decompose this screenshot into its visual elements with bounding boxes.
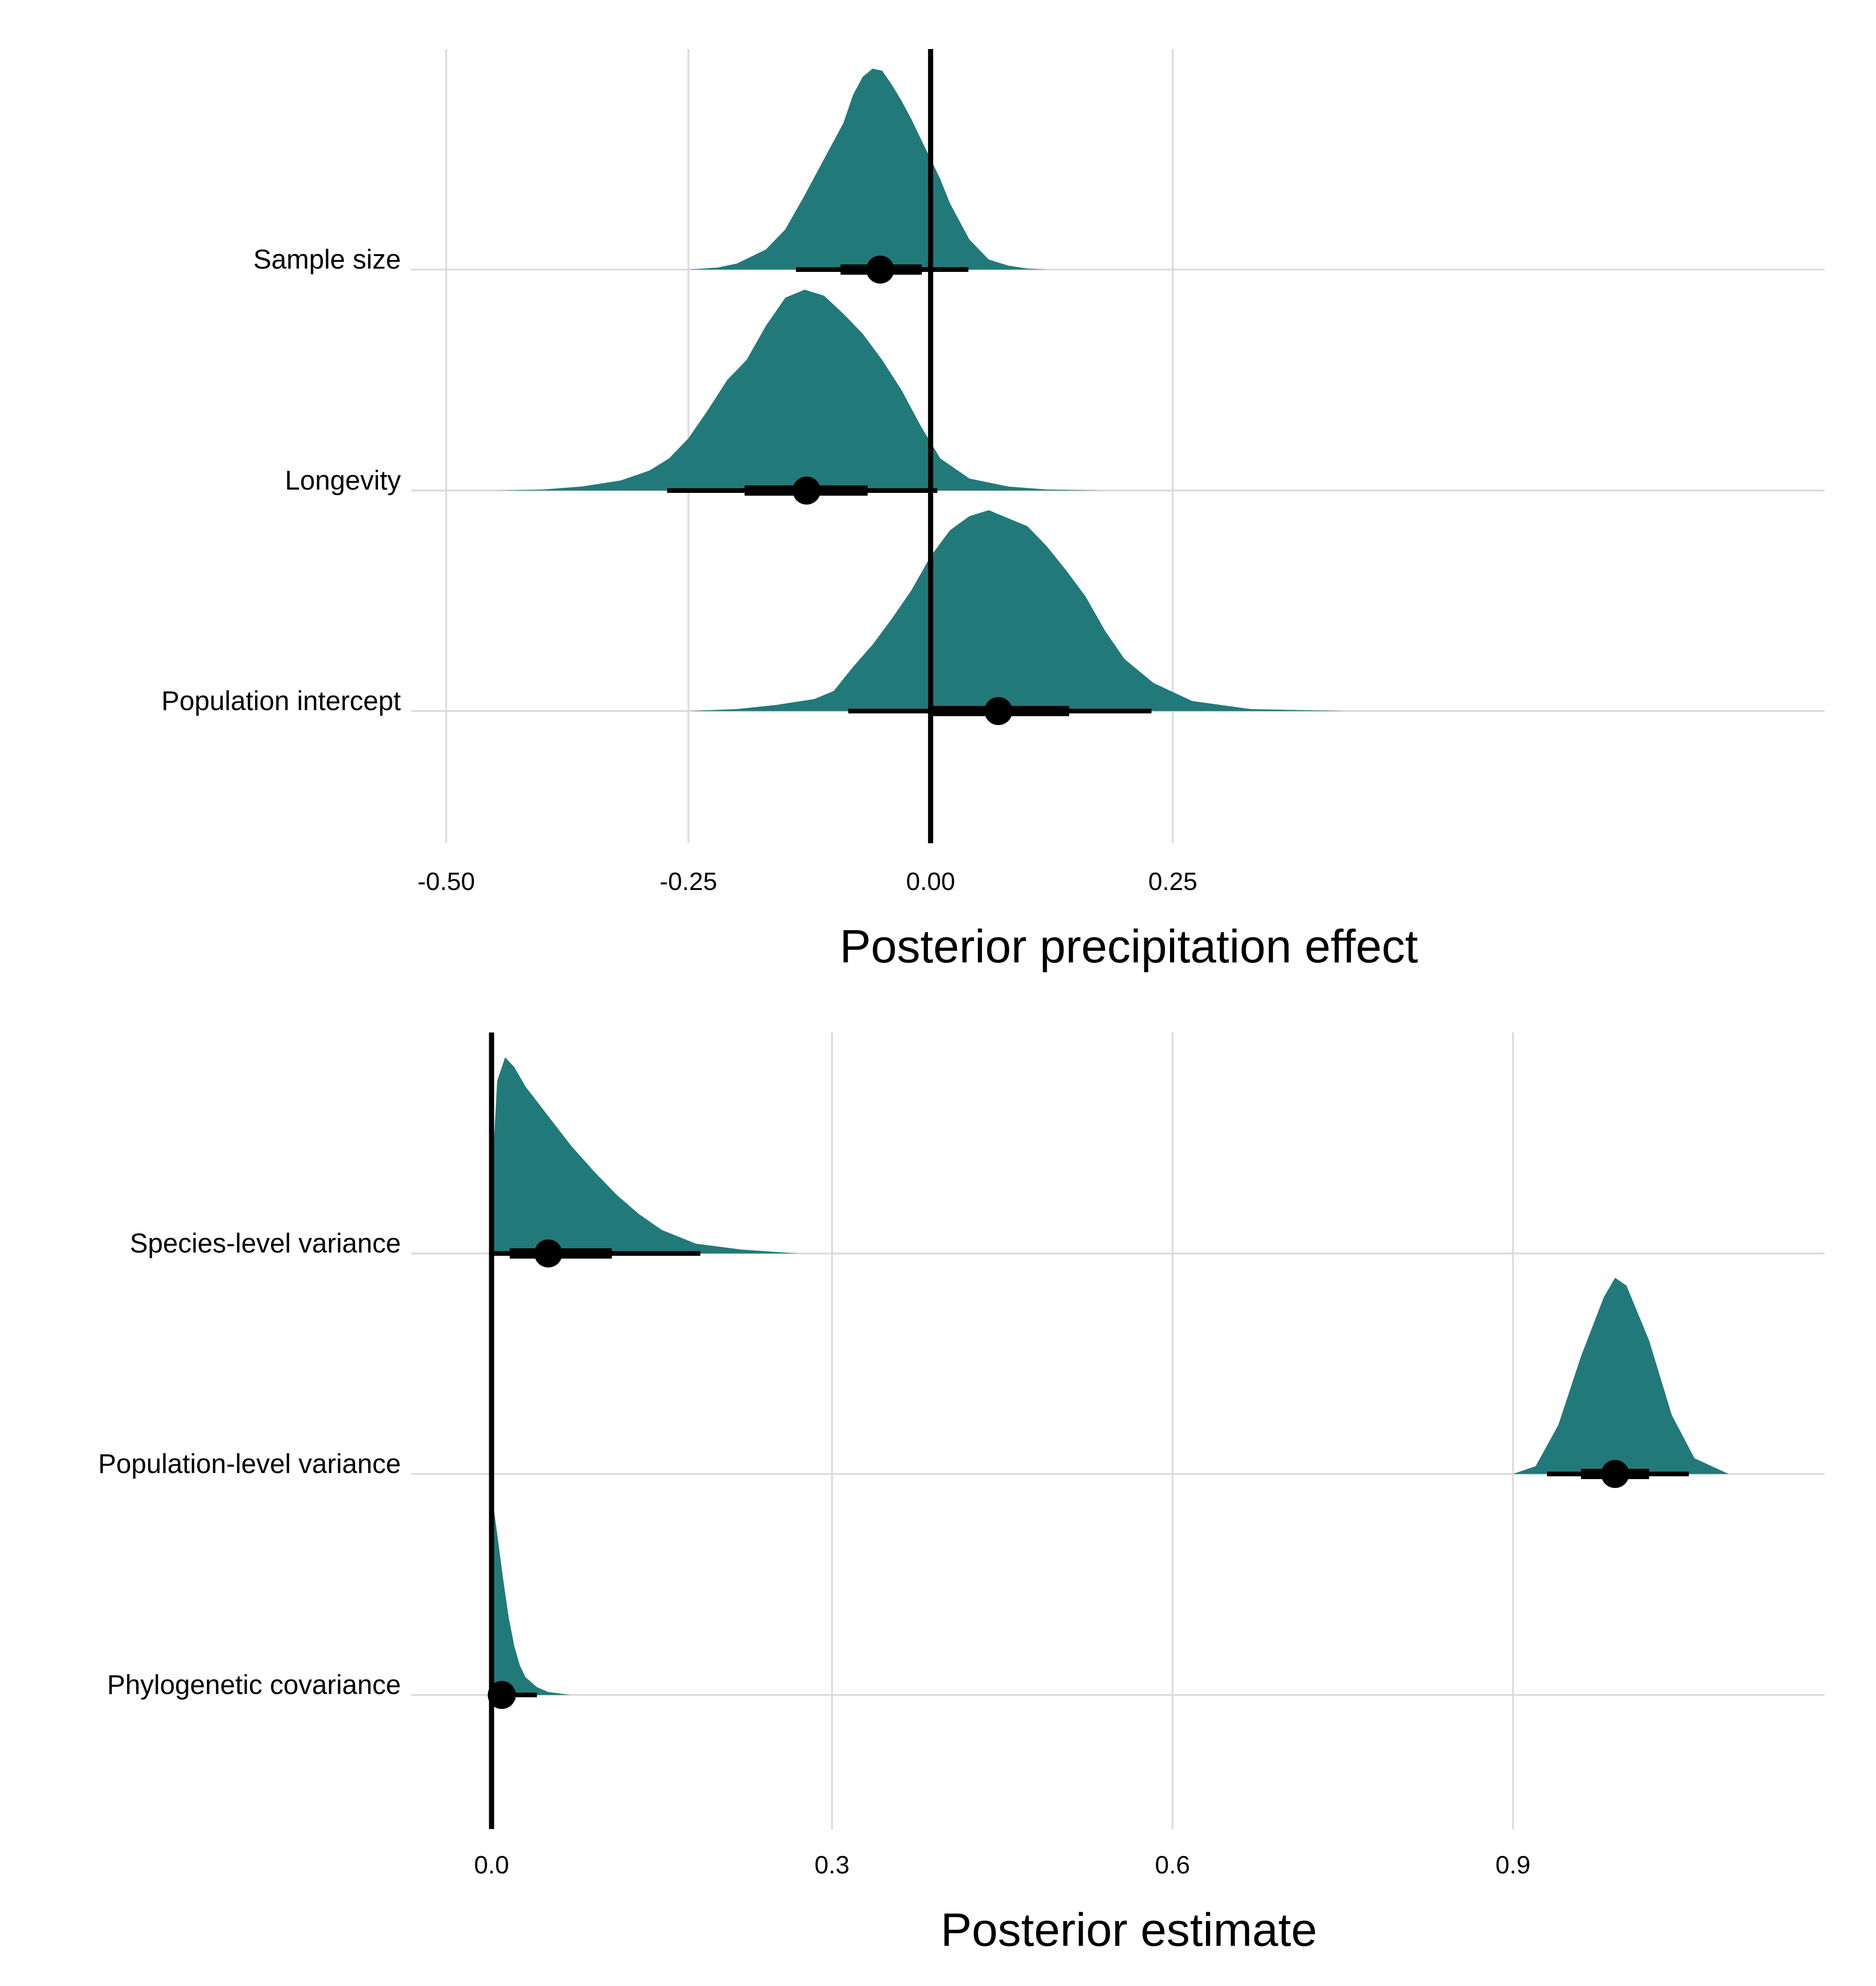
x-tick-label: 0.6 bbox=[1155, 1851, 1190, 1879]
median-point bbox=[487, 1681, 516, 1709]
density-population-level-variance bbox=[1513, 1278, 1729, 1474]
median-point bbox=[534, 1239, 563, 1267]
x-tick-label: -0.25 bbox=[660, 868, 717, 896]
median-point bbox=[792, 477, 821, 505]
density-species-level-variance bbox=[492, 1057, 798, 1253]
category-label: Population intercept bbox=[161, 686, 401, 716]
density-sample-size bbox=[688, 69, 1047, 270]
category-label: Phylogenetic covariance bbox=[107, 1670, 401, 1700]
x-tick-label: 0.3 bbox=[814, 1851, 849, 1879]
category-label: Population-level variance bbox=[98, 1449, 401, 1479]
panel-precipitation-effect: -0.50 -0.25 0.00 0.25 Sample size Longevity Po… bbox=[161, 49, 1825, 896]
median-point bbox=[984, 697, 1013, 725]
x-tick-label: -0.50 bbox=[417, 868, 475, 896]
x-tick-label: 0.25 bbox=[1148, 868, 1197, 896]
x-tick-label: 0.9 bbox=[1495, 1851, 1530, 1879]
category-label: Sample size bbox=[253, 244, 401, 275]
median-point bbox=[1601, 1460, 1629, 1488]
density-longevity bbox=[494, 290, 1105, 491]
x-tick-label: 0.0 bbox=[474, 1851, 509, 1879]
category-label: Species-level variance bbox=[130, 1228, 401, 1259]
category-label: Longevity bbox=[285, 465, 401, 496]
panel-posterior-estimate: 0.0 0.3 0.6 0.9 Species-level variance Popula… bbox=[98, 1032, 1825, 1879]
density-population-intercept bbox=[688, 510, 1348, 711]
x-axis-title: Posterior precipitation effect bbox=[840, 920, 1418, 973]
density-phylogenetic-covariance bbox=[492, 1499, 571, 1695]
x-axis-title: Posterior estimate bbox=[941, 1904, 1317, 1956]
median-point bbox=[866, 256, 894, 284]
x-tick-label: 0.00 bbox=[906, 868, 955, 896]
